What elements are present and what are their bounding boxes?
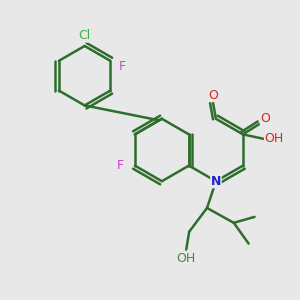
Text: N: N	[211, 175, 221, 188]
Text: O: O	[260, 112, 270, 124]
Text: Cl: Cl	[79, 29, 91, 42]
Text: OH: OH	[177, 252, 196, 265]
Text: O: O	[208, 88, 218, 101]
Text: F: F	[116, 159, 124, 172]
Text: F: F	[119, 60, 126, 73]
Text: OH: OH	[265, 132, 284, 146]
